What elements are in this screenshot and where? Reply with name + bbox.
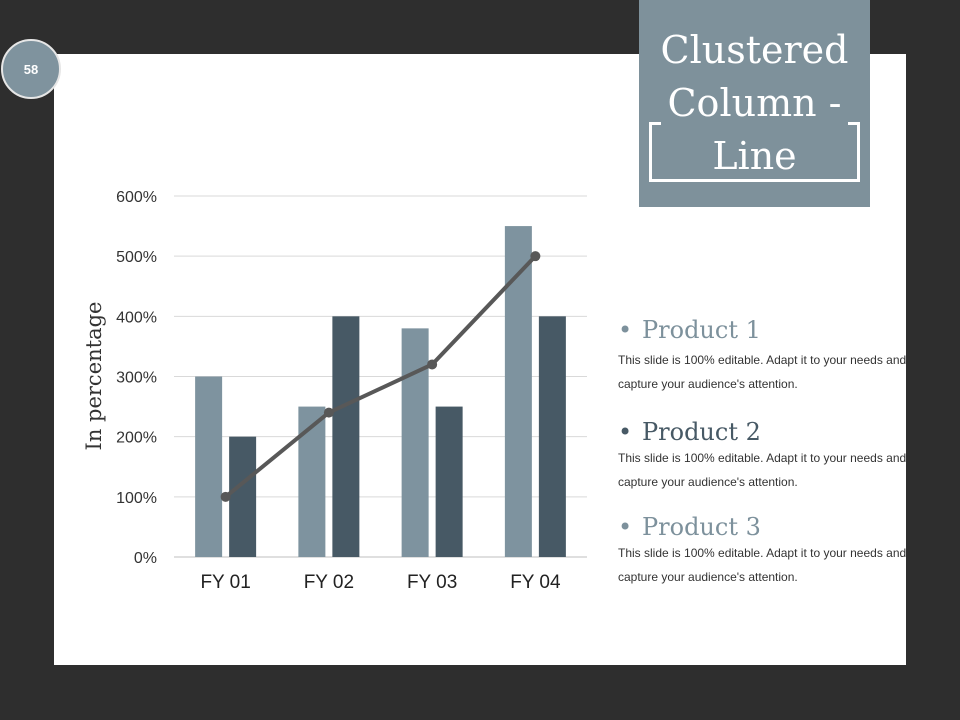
bar-series-1-2 — [298, 406, 326, 557]
bullet-icon: • — [618, 513, 633, 541]
line-point-2 — [323, 407, 334, 418]
product-1-title-row: • Product 1 — [618, 316, 908, 344]
y-tick-label: 200% — [116, 430, 157, 447]
product-3-title-row: • Product 3 — [618, 513, 908, 541]
bar-series-1-3 — [401, 328, 429, 557]
line-series — [224, 254, 537, 499]
bar-series-2-1 — [229, 436, 257, 557]
x-tick-label: FY 03 — [407, 572, 457, 593]
x-tick-label: FY 04 — [510, 572, 561, 593]
product-3-block: • Product 3 This slide is 100% editable. … — [618, 513, 908, 589]
x-tick-label: FY 01 — [200, 572, 250, 593]
x-tick-label: FY 02 — [304, 572, 354, 593]
bar-series-2-2 — [332, 316, 360, 557]
y-tick-label: 400% — [116, 309, 157, 326]
bar-series-1-1 — [195, 376, 223, 557]
line-point-3 — [427, 359, 438, 370]
bullet-icon: • — [618, 316, 633, 344]
slide-title: Clustered Column - Line — [660, 28, 849, 178]
y-axis-label: In percentage — [82, 302, 106, 451]
line-point-4 — [530, 251, 541, 262]
title-box: Clustered Column - Line — [639, 0, 870, 207]
title-bracket-bottom — [649, 179, 860, 182]
line-point-1 — [220, 491, 231, 502]
product-2-title: Product 2 — [642, 418, 761, 446]
bar-series-2-3 — [435, 406, 463, 557]
product-1-description: This slide is 100% editable. Adapt it to… — [618, 353, 907, 391]
bullet-icon: • — [618, 418, 633, 446]
product-2-title-row: • Product 2 — [618, 418, 908, 446]
page-number-badge: 58 — [1, 39, 61, 99]
bar-series-2-4 — [538, 316, 566, 557]
y-tick-label: 0% — [134, 550, 157, 567]
y-tick-label: 600% — [116, 189, 157, 206]
product-3-description: This slide is 100% editable. Adapt it to… — [618, 546, 907, 584]
y-tick-label: 500% — [116, 249, 157, 266]
y-tick-label: 100% — [116, 490, 157, 507]
product-3-title: Product 3 — [642, 513, 761, 541]
product-2-block: • Product 2 This slide is 100% editable. … — [618, 418, 908, 494]
product-1-block: • Product 1 This slide is 100% editable. … — [618, 316, 908, 396]
product-2-description: This slide is 100% editable. Adapt it to… — [618, 451, 907, 489]
product-1-title: Product 1 — [642, 316, 761, 344]
page-number: 58 — [23, 61, 39, 77]
y-tick-label: 300% — [116, 370, 157, 387]
